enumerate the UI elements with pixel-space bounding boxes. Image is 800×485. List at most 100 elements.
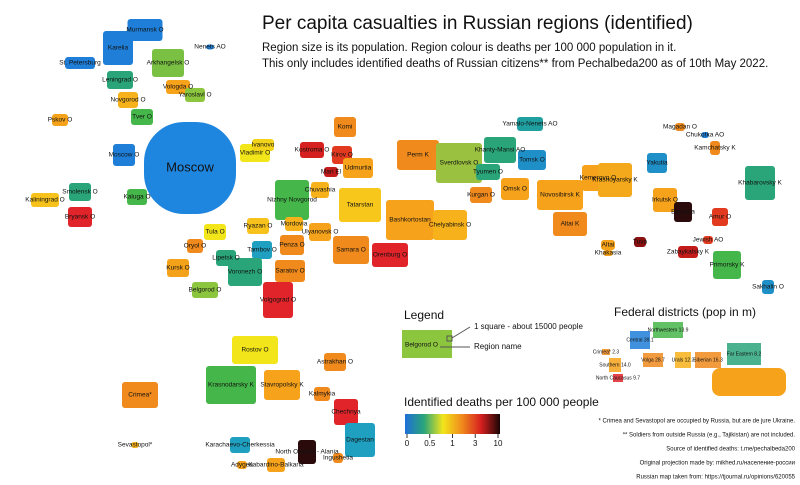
region	[298, 440, 316, 464]
region-label: Kostroma O	[295, 147, 330, 154]
region	[343, 158, 373, 178]
scale-tick-label: 1	[450, 439, 455, 448]
region-label: Belgorod O	[189, 287, 222, 294]
region-label: Sevastopol*	[118, 442, 153, 449]
note: ** Soldiers from outside Russia (e.g., T…	[623, 433, 796, 439]
legend-square-text: 1 square - about 15000 people	[474, 322, 584, 331]
region	[678, 246, 698, 258]
legend-arrow	[451, 326, 471, 339]
region-label: Tambov O	[247, 247, 277, 254]
region	[674, 202, 692, 222]
region	[228, 258, 262, 286]
region-label: Vologda O	[163, 84, 193, 91]
region-label: Moscow O	[109, 152, 140, 159]
region-label: Karachaevo-Cherkessia	[205, 442, 275, 449]
region-label: Yamalo-Nenets AO	[502, 121, 557, 128]
region	[713, 251, 741, 279]
subtitle: Region size is its population. Region co…	[262, 42, 676, 54]
note: Original projection made by: mikhed.ru/н…	[640, 461, 795, 467]
region-label: Nenets AO	[194, 44, 225, 51]
region	[334, 399, 358, 425]
region	[501, 178, 529, 200]
region	[372, 243, 408, 267]
district-label: Volga 28.7	[641, 357, 665, 363]
districts-title: Federal districts (pop in m)	[614, 305, 756, 319]
region	[144, 122, 236, 214]
region	[433, 210, 467, 240]
region	[553, 212, 587, 236]
region-label: Volgograd O	[260, 297, 296, 304]
region-label: Murmansk O	[126, 27, 163, 34]
district	[727, 343, 761, 365]
region	[333, 236, 369, 264]
title: Per capita casualties in Russian regions…	[262, 13, 693, 34]
region	[31, 193, 59, 207]
region-label: Kurgan O	[467, 192, 495, 199]
region	[634, 237, 646, 247]
region	[339, 188, 381, 222]
region-label: Tyumen O	[473, 169, 503, 176]
region-label: Novosibirsk K	[540, 192, 580, 199]
region-label: Jewish AO	[693, 237, 724, 244]
region-label: Mordovia	[281, 221, 308, 228]
region	[122, 382, 158, 408]
scale-tick-label: 3	[473, 439, 478, 448]
region-label: Pskov O	[48, 117, 73, 124]
region-label: Kemerovo O	[580, 175, 617, 182]
districts-inset: Central 39.1 Northwestern 13.9 Crimea* 2.3…	[593, 322, 786, 396]
region-label: Kalmykia	[309, 391, 336, 398]
region	[476, 164, 500, 180]
region-label: Kamchatsky K	[694, 145, 736, 152]
region	[518, 150, 546, 170]
region-label: Yakutia	[646, 160, 668, 167]
region	[206, 366, 256, 404]
legend-name-text: Region name	[474, 342, 522, 351]
region	[537, 180, 583, 210]
region	[314, 387, 330, 401]
district	[602, 349, 610, 355]
district-label: Southern 14.0	[599, 362, 631, 368]
region-label: Altai	[602, 242, 615, 249]
region-label: Orenburg O	[373, 252, 407, 259]
district	[695, 352, 721, 368]
region-label: Chukotka AO	[686, 132, 724, 139]
region	[762, 280, 774, 294]
region-label: Oryol O	[184, 243, 206, 250]
region	[152, 49, 184, 77]
region-label: Saratov O	[275, 268, 304, 275]
district-label: Siberian 16.3	[693, 357, 723, 363]
region-label: Dagestan	[346, 437, 374, 444]
region	[252, 241, 272, 259]
region-label: Zabaykalsky K	[667, 249, 710, 256]
region-label: St. Petersburg	[59, 60, 101, 67]
region-label: Khabarovsky K	[738, 180, 782, 187]
region	[517, 117, 543, 131]
district-label: Northwestern 13.9	[648, 327, 689, 333]
region-label: Kaluga O	[123, 194, 150, 201]
note: * Crimea and Sevastopol are occupied by …	[599, 419, 796, 425]
region-label: Sverdlovsk O	[440, 160, 479, 167]
region	[192, 282, 218, 298]
region-label: Stavropolsky K	[260, 382, 304, 389]
region	[333, 453, 343, 463]
region	[280, 235, 304, 255]
region	[386, 200, 434, 240]
district-label: North Caucasus 9.7	[596, 375, 640, 381]
region	[397, 140, 439, 170]
region	[311, 182, 329, 198]
region-label: Kirov O	[331, 152, 353, 159]
region-label: Komi	[338, 124, 353, 131]
region	[131, 442, 139, 448]
region-label: Smolensk O	[62, 189, 97, 196]
district-label: Crimea* 2.3	[593, 349, 620, 355]
region	[275, 180, 309, 220]
region-label: Tuva	[633, 239, 648, 246]
region	[185, 88, 205, 102]
region-label: Tatarstan	[347, 202, 374, 209]
region	[300, 142, 324, 158]
region	[275, 260, 305, 282]
region-label: Bryansk O	[65, 214, 95, 221]
region-label: Adygea	[231, 462, 253, 469]
region	[285, 217, 303, 231]
